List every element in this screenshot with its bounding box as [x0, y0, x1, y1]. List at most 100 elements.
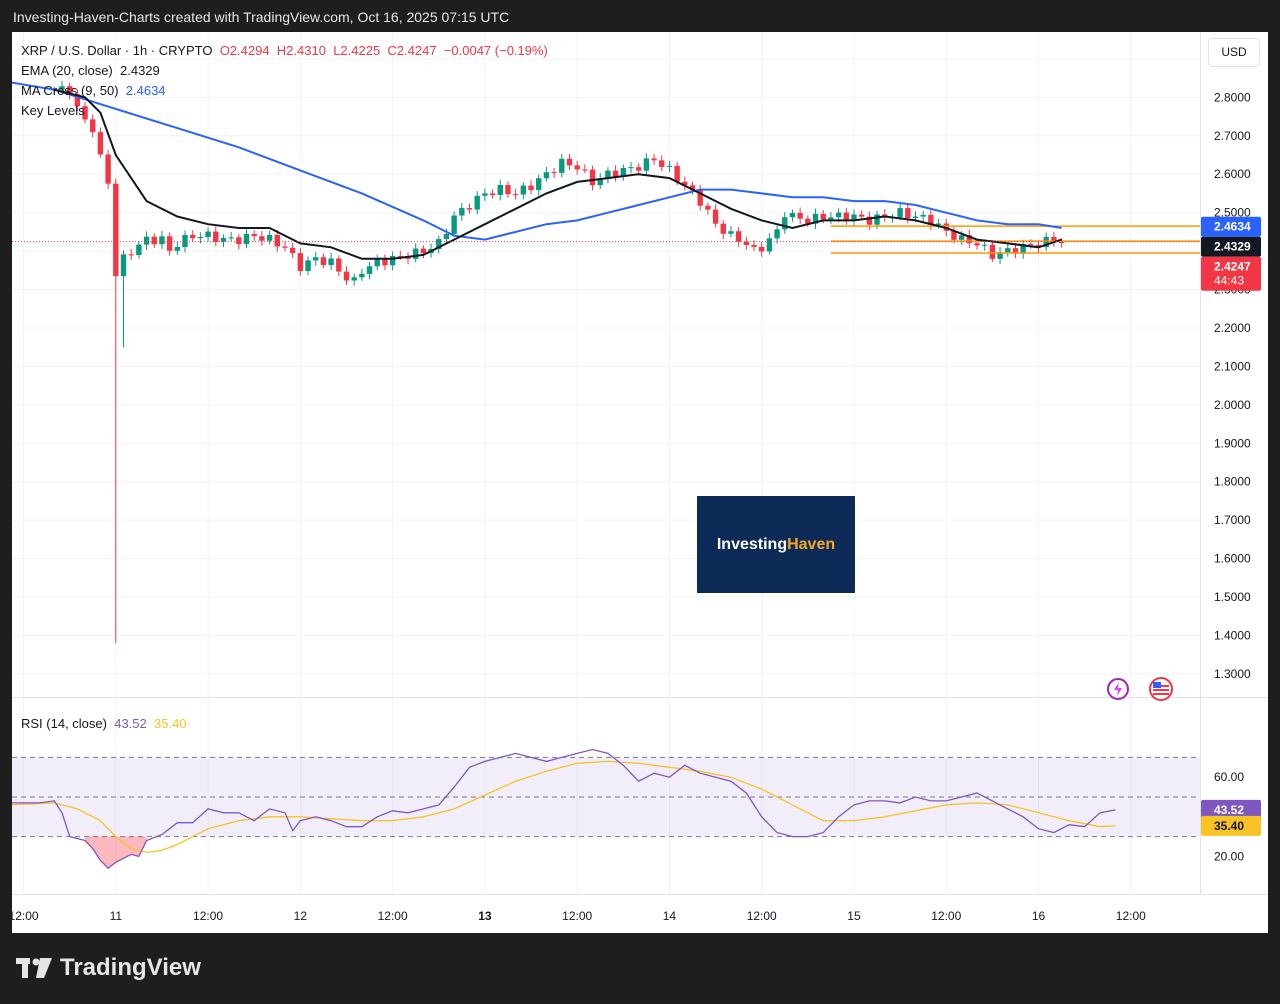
- candle-body: [997, 252, 1003, 259]
- price-label-text: 2.4247: [1214, 260, 1251, 274]
- candle-body: [120, 254, 127, 277]
- rsi-value: 43.52: [114, 716, 147, 731]
- candle-body: [897, 208, 903, 218]
- candle-body: [874, 214, 880, 225]
- rsi-label: RSI (14, close): [21, 716, 107, 731]
- candle-body: [420, 248, 427, 254]
- tradingview-logo[interactable]: TradingView: [16, 954, 201, 982]
- time-tick-label: 12:00: [1116, 909, 1146, 923]
- open-value: O2.4294: [219, 43, 270, 58]
- candle-body: [589, 169, 596, 186]
- price-tick-label: 1.4000: [1214, 628, 1251, 642]
- candle-body: [1005, 248, 1011, 253]
- time-tick-label: 16: [1032, 909, 1046, 923]
- candle-body: [689, 185, 696, 191]
- candle-body: [574, 165, 580, 170]
- price-tick-label: 2.0000: [1214, 398, 1251, 412]
- candle-body: [213, 231, 219, 242]
- key-levels-legend[interactable]: Key Levels: [21, 103, 85, 118]
- lightning-icon[interactable]: [1106, 677, 1130, 701]
- candle-body: [228, 237, 234, 239]
- tradingview-wordmark: TradingView: [60, 954, 201, 981]
- ma-cross-legend[interactable]: MA Cross (9, 50) 2.4634: [21, 83, 166, 98]
- candle-body: [497, 185, 503, 195]
- price-tick-label: 1.5000: [1214, 590, 1251, 604]
- candle-body: [251, 233, 257, 237]
- candle-body: [735, 231, 742, 242]
- candle-body: [582, 169, 588, 171]
- rsi-value-text: 35.40: [1214, 819, 1244, 833]
- investinghaven-logo: Investing Haven: [697, 496, 855, 593]
- candle-body: [935, 223, 942, 225]
- candle-body: [659, 160, 665, 167]
- us-flag-icon[interactable]: [1149, 677, 1173, 701]
- candle-body: [305, 260, 311, 271]
- ma-cross-line: [12, 81, 1062, 241]
- price-label-box: [1201, 216, 1261, 237]
- candle-body: [543, 172, 550, 179]
- candle-body: [666, 165, 673, 167]
- candle-body: [782, 217, 788, 230]
- candle-body: [789, 212, 796, 218]
- candle-body: [482, 193, 488, 196]
- candle-body: [1043, 236, 1049, 248]
- candle-body: [489, 193, 496, 195]
- currency-button[interactable]: USD: [1208, 38, 1260, 67]
- rsi-ma-value: 35.40: [154, 716, 187, 731]
- chart-frame[interactable]: 2.90002.80002.70002.60002.50002.40002.30…: [12, 32, 1268, 933]
- change-value: −0.0047 (−0.19%): [443, 43, 548, 58]
- rsi-legend[interactable]: RSI (14, close) 43.52 35.40: [21, 716, 187, 731]
- candle-body: [559, 158, 565, 173]
- candle-body: [620, 167, 626, 177]
- rsi-value-box: [1201, 799, 1261, 820]
- candle-body: [443, 233, 450, 240]
- time-tick-label: 14: [663, 909, 677, 923]
- ema-value: 2.4329: [120, 63, 160, 78]
- candle-body: [759, 246, 765, 252]
- ema-label: EMA (20, close): [21, 63, 113, 78]
- candle-body: [328, 258, 334, 265]
- candle-body: [66, 86, 73, 95]
- candle-body: [858, 214, 865, 217]
- candle-body: [105, 154, 111, 184]
- candle-body: [828, 217, 834, 220]
- candle-body: [190, 235, 196, 239]
- ma-label: MA Cross (9, 50): [21, 83, 119, 98]
- price-tick-label: 2.6000: [1214, 167, 1251, 181]
- countdown-label: 44:43: [1214, 274, 1244, 288]
- candle-body: [436, 239, 442, 250]
- time-tick-label: 12:00: [378, 909, 408, 923]
- candle-body: [220, 238, 227, 242]
- price-label-box: [1201, 236, 1261, 257]
- logo-word-haven: Haven: [787, 535, 836, 553]
- candle-body: [843, 212, 849, 221]
- price-label-box: [1201, 256, 1261, 291]
- time-tick-label: 12:00: [747, 909, 777, 923]
- ema-line: [54, 88, 1062, 260]
- time-tick-label: 15: [847, 909, 861, 923]
- time-tick-label: 12:00: [12, 909, 39, 923]
- candle-body: [1035, 245, 1042, 248]
- candle-body: [720, 223, 726, 234]
- candle-body: [605, 170, 611, 179]
- candle-body: [612, 170, 619, 177]
- candle-body: [820, 213, 826, 220]
- price-chart[interactable]: 2.90002.80002.70002.60002.50002.40002.30…: [12, 32, 1268, 933]
- candle-body: [143, 236, 150, 245]
- candle-body: [805, 218, 811, 224]
- time-tick-label: 12:00: [931, 909, 961, 923]
- candle-body: [128, 254, 134, 256]
- price-tick-label: 1.8000: [1214, 475, 1251, 489]
- time-tick-label: 13: [478, 909, 492, 923]
- candle-body: [236, 237, 242, 245]
- candle-body: [1028, 244, 1034, 246]
- price-tick-label: 1.3000: [1214, 667, 1251, 681]
- candle-body: [912, 216, 919, 218]
- candle-body: [597, 178, 603, 186]
- candle-body: [374, 259, 380, 267]
- low-value: L2.4225: [333, 43, 381, 58]
- candle-body: [351, 277, 357, 281]
- candle-body: [989, 244, 996, 259]
- candle-body: [282, 246, 288, 248]
- ema-legend[interactable]: EMA (20, close) 2.4329: [21, 63, 160, 78]
